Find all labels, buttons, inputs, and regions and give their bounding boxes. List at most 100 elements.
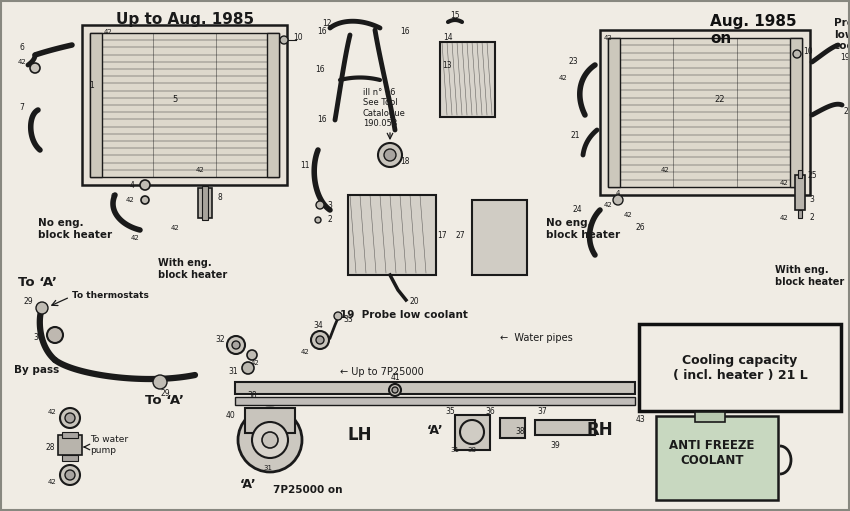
Text: To ‘A’: To ‘A’ <box>145 393 184 406</box>
Text: ←  Water pipes: ← Water pipes <box>500 333 573 343</box>
Circle shape <box>153 375 167 389</box>
Bar <box>58 435 82 455</box>
Text: 10: 10 <box>293 34 303 42</box>
Text: 18: 18 <box>400 157 410 167</box>
Bar <box>608 38 802 187</box>
Bar <box>202 186 208 220</box>
Text: 17: 17 <box>437 230 447 240</box>
Text: 19: 19 <box>840 54 850 62</box>
Bar <box>455 415 490 450</box>
Circle shape <box>65 470 75 480</box>
Text: ‘A’: ‘A’ <box>240 478 257 492</box>
Text: No eng.
block heater: No eng. block heater <box>38 218 112 240</box>
Bar <box>535 420 595 435</box>
Text: 42: 42 <box>779 215 788 221</box>
Text: 4: 4 <box>615 190 620 196</box>
Bar <box>245 408 295 433</box>
Text: 24: 24 <box>572 205 581 215</box>
Text: 7: 7 <box>20 104 25 112</box>
Text: 6: 6 <box>20 43 25 53</box>
Text: 42: 42 <box>18 59 26 65</box>
Circle shape <box>65 413 75 423</box>
Text: 35: 35 <box>445 407 455 416</box>
Bar <box>795 175 805 210</box>
Text: 26: 26 <box>635 223 645 233</box>
Bar <box>90 33 279 177</box>
Bar <box>798 210 802 218</box>
Text: 20: 20 <box>844 107 850 117</box>
Circle shape <box>60 408 80 428</box>
Text: 42: 42 <box>126 197 134 203</box>
Bar <box>440 42 495 117</box>
Bar <box>608 38 620 187</box>
Text: 2: 2 <box>809 214 814 222</box>
Circle shape <box>60 465 80 485</box>
Circle shape <box>280 36 288 44</box>
Text: 39: 39 <box>550 440 560 450</box>
Bar <box>90 33 102 177</box>
Text: ANTI FREEZE
COOLANT: ANTI FREEZE COOLANT <box>669 439 755 467</box>
Text: 33: 33 <box>343 315 353 324</box>
Text: LH: LH <box>348 426 372 444</box>
Text: With eng.
block heater: With eng. block heater <box>158 258 227 280</box>
Text: By pass: By pass <box>14 365 60 375</box>
Text: 42: 42 <box>171 225 179 231</box>
Text: 4: 4 <box>129 180 134 190</box>
Text: 40: 40 <box>225 410 235 420</box>
Text: 29: 29 <box>160 388 170 398</box>
Text: ‘A’: ‘A’ <box>427 424 444 436</box>
Text: 16: 16 <box>315 65 325 75</box>
FancyBboxPatch shape <box>639 324 841 411</box>
Bar <box>82 25 287 185</box>
Text: 42: 42 <box>301 349 309 355</box>
Circle shape <box>242 362 254 374</box>
Bar <box>198 188 212 218</box>
Text: 37: 37 <box>537 407 547 416</box>
Text: To ‘A’: To ‘A’ <box>18 275 57 289</box>
Bar <box>62 455 78 461</box>
Text: 38: 38 <box>468 447 477 453</box>
Circle shape <box>460 420 484 444</box>
Circle shape <box>47 327 63 343</box>
Text: 22: 22 <box>715 96 725 105</box>
Text: 21: 21 <box>570 130 580 140</box>
Text: 31: 31 <box>450 447 460 453</box>
Text: 31: 31 <box>264 465 273 471</box>
Circle shape <box>140 180 150 190</box>
Bar <box>235 382 635 394</box>
Text: 41: 41 <box>390 374 400 383</box>
Text: 31: 31 <box>228 367 238 377</box>
Text: 25: 25 <box>808 171 817 179</box>
Text: 9: 9 <box>110 194 116 202</box>
Text: 23: 23 <box>568 58 578 66</box>
Text: 30: 30 <box>33 334 42 342</box>
Bar <box>348 195 436 275</box>
Circle shape <box>334 312 342 320</box>
Text: 42: 42 <box>558 75 567 81</box>
Text: Up to Aug. 1985: Up to Aug. 1985 <box>116 12 254 27</box>
Text: 20: 20 <box>410 297 420 307</box>
Text: 36: 36 <box>485 407 495 416</box>
Bar <box>472 200 527 275</box>
Text: 7P25000 on: 7P25000 on <box>273 485 343 495</box>
Text: 29: 29 <box>23 297 33 307</box>
Bar <box>790 38 802 187</box>
Circle shape <box>30 63 40 73</box>
Text: 42: 42 <box>604 35 612 41</box>
Text: 16: 16 <box>317 115 326 125</box>
Circle shape <box>613 195 623 205</box>
Text: 15: 15 <box>450 11 460 19</box>
Text: 38: 38 <box>247 390 257 400</box>
Circle shape <box>141 196 149 204</box>
Circle shape <box>247 350 257 360</box>
Bar <box>600 30 810 195</box>
Circle shape <box>316 201 324 209</box>
Text: 42: 42 <box>779 180 788 186</box>
Text: 3: 3 <box>809 196 814 204</box>
Text: To water
pump: To water pump <box>90 435 128 455</box>
Text: To thermostats: To thermostats <box>72 290 149 299</box>
Bar <box>695 412 725 422</box>
Text: 34: 34 <box>313 320 323 330</box>
Text: RH: RH <box>586 421 614 439</box>
Circle shape <box>389 384 401 396</box>
